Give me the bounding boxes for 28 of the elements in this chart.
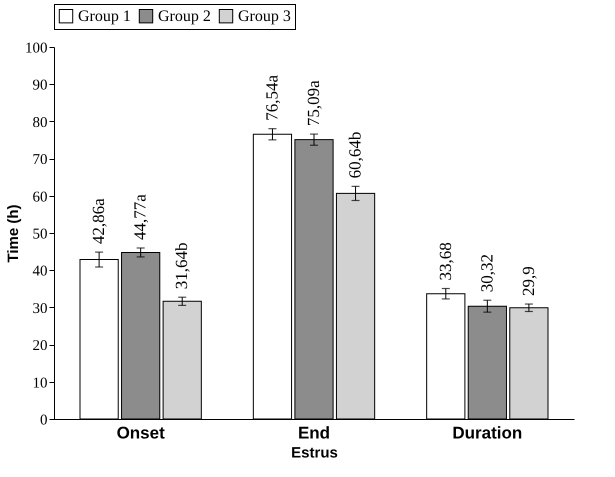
y-axis-title: Time (h) (5, 204, 22, 263)
legend-label: Group 2 (158, 8, 211, 26)
y-tick-label: 0 (40, 412, 48, 428)
x-tick-label: End (298, 424, 330, 442)
x-axis-title: Estrus (291, 444, 338, 462)
data-label: 60,64b (346, 132, 365, 178)
y-tick-label: 60 (32, 189, 48, 206)
data-label: 29,9 (518, 266, 538, 296)
legend-label: Group 3 (238, 8, 291, 26)
y-tick-label: 80 (32, 114, 48, 131)
y-tick-label: 10 (32, 375, 48, 392)
data-label: 30,32 (477, 254, 496, 292)
y-tick-label: 30 (32, 300, 48, 317)
y-tick-label: 40 (32, 264, 48, 280)
data-label: 75,09a (304, 80, 323, 126)
data-label: 76,54a (262, 74, 282, 121)
y-tick-label: 100 (25, 40, 48, 56)
data-label: 42,86a (89, 198, 108, 244)
data-label: 31,64b (172, 242, 192, 290)
y-tick-label: 50 (32, 226, 48, 242)
data-label: 44,77a (130, 194, 150, 240)
y-tick-label: 70 (32, 152, 48, 168)
x-tick-label: Onset (116, 424, 166, 442)
data-label: 33,68 (436, 242, 455, 280)
y-tick-label: 90 (32, 78, 48, 94)
x-tick-label: Duration (452, 424, 522, 442)
legend-label: Group 1 (78, 8, 131, 26)
y-tick-label: 20 (32, 338, 48, 354)
